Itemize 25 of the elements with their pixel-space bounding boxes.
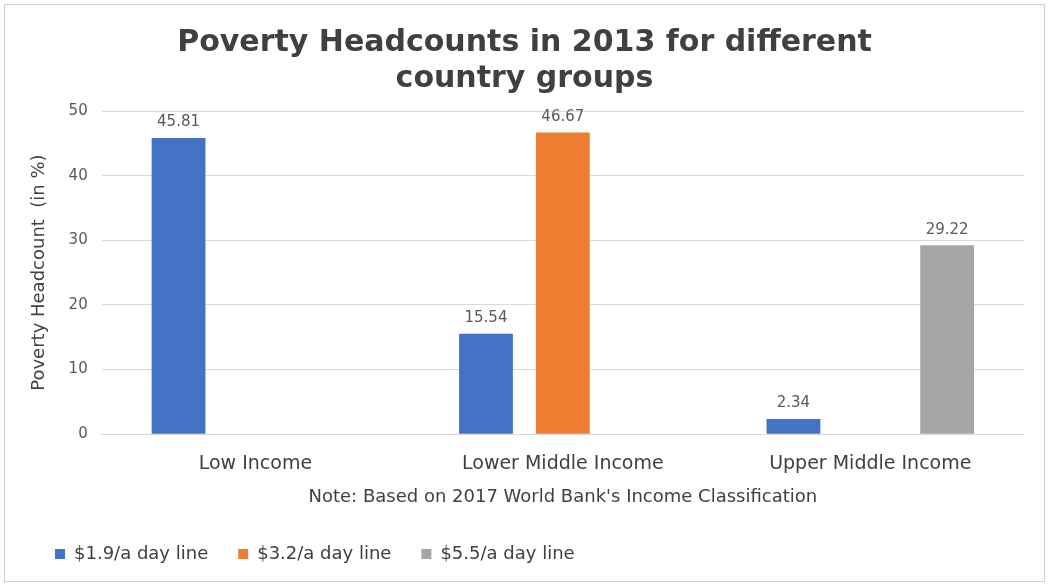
y-tick-label: 10 (68, 359, 88, 378)
data-label: 46.67 (541, 106, 585, 125)
y-tick-label: 30 (68, 230, 88, 249)
data-label: 2.34 (776, 393, 811, 412)
bar (535, 132, 590, 434)
x-tick-label: Upper Middle Income (769, 450, 972, 473)
y-tick-label: 0 (78, 424, 88, 443)
data-label: 45.81 (157, 112, 201, 131)
chart-title: Poverty Headcounts in 2013 for different country groups (177, 22, 872, 94)
legend-label: $1.9/a day line (74, 541, 209, 563)
y-tick-label: 20 (68, 294, 88, 313)
data-label: 15.54 (464, 308, 508, 327)
x-tick-label: Lower Middle Income (462, 450, 664, 473)
text: Note: Based on 2017 World Bank's Income Classification (308, 484, 818, 506)
bar (151, 138, 206, 434)
bar (920, 245, 975, 434)
bar (766, 419, 821, 434)
legend-label: $3.2/a day line (257, 541, 392, 563)
y-axis-title: Poverty Headcount (in %) (27, 154, 49, 391)
y-tick-label: 50 (68, 100, 88, 119)
legend-label: $5.5/a day line (440, 541, 575, 563)
bar (459, 333, 513, 434)
data-label: 29.22 (925, 219, 969, 238)
x-tick-label: Low Income (198, 450, 313, 473)
y-tick-label: 40 (68, 165, 88, 184)
